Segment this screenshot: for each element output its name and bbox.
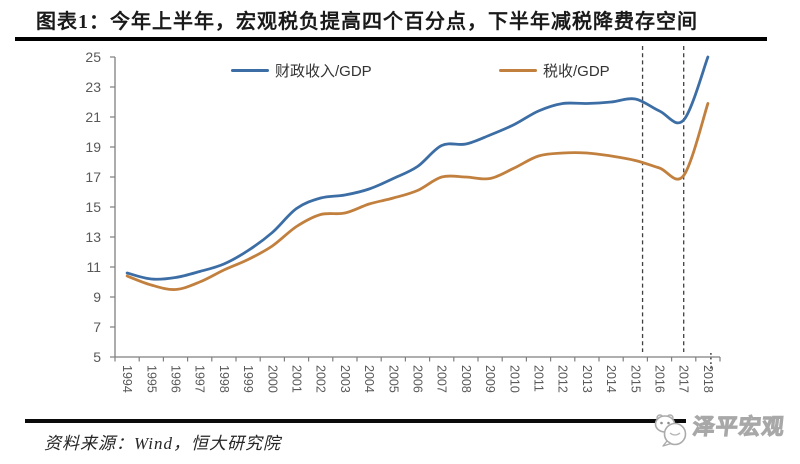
y-tick-label: 11 (86, 259, 101, 275)
zeping-macro-logo-icon (654, 414, 687, 447)
tax-gdp-line (125, 102, 710, 291)
x-tick-label: 2012 (556, 365, 570, 393)
x-tick-label: 2011 (532, 365, 546, 392)
x-tick-label: 2009 (483, 365, 497, 393)
y-tick-label: 7 (93, 319, 101, 335)
x-tick-label: 2006 (411, 365, 425, 393)
x-tick-label: 2013 (580, 365, 594, 393)
page-title: 图表1：今年上半年，宏观税负提高四个百分点，下半年减税降费存空间 (36, 11, 698, 33)
legend-label-tax: 税收/GDP (543, 63, 610, 80)
x-tick-label: 2003 (338, 365, 352, 393)
y-tick-label: 17 (85, 169, 101, 185)
x-tick-label: 1996 (169, 365, 183, 393)
y-tick-label: 13 (85, 229, 101, 245)
x-tick-label: 2008 (459, 365, 473, 393)
x-tick-label: 2000 (265, 365, 279, 393)
x-tick-label: 1998 (217, 365, 231, 393)
y-tick-label: 5 (93, 349, 101, 365)
y-tick-label: 9 (93, 289, 101, 305)
x-tick-label: 2007 (435, 365, 449, 393)
x-tick-label: 1994 (120, 365, 134, 393)
x-tick-label: 1995 (144, 365, 158, 393)
x-tick-label: 2014 (604, 365, 618, 393)
x-tick-label: 2016 (653, 365, 667, 393)
legend-swatch-fiscal-revenue (231, 68, 269, 73)
y-tick-label: 23 (85, 79, 101, 95)
x-tick-label: 2018 (701, 365, 715, 393)
line-chart: 25 23 21 19 17 15 13 11 9 7 5 1994 1995 1996 1997 1998 1… (85, 46, 721, 393)
y-tick-label: 21 (85, 109, 101, 125)
x-tick-label: 2001 (290, 365, 304, 393)
x-tick-label: 2002 (314, 365, 328, 393)
legend-label-fiscal-revenue: 财政收入/GDP (275, 63, 372, 80)
legend-item-tax: 税收/GDP (499, 60, 610, 81)
watermark: 泽平宏观 (650, 405, 800, 457)
x-tick-label: 2010 (507, 365, 521, 393)
x-tick-label: 1999 (241, 365, 255, 393)
x-tick-label: 2004 (362, 365, 376, 393)
legend-swatch-tax (499, 68, 537, 73)
y-tick-label: 25 (85, 49, 101, 65)
fiscal-revenue-gdp-line (125, 55, 710, 281)
x-tick-label: 2005 (386, 365, 400, 393)
watermark-text: 泽平宏观 (691, 414, 787, 440)
bottom-rule (25, 419, 686, 423)
legend-item-fiscal-revenue: 财政收入/GDP (231, 60, 372, 81)
x-tick-label: 2017 (677, 365, 691, 393)
title-underline (15, 37, 767, 41)
y-tick-label: 15 (85, 199, 101, 215)
y-tick-label: 19 (85, 139, 101, 155)
x-tick-label: 2015 (628, 365, 642, 393)
source-note: 资料来源：Wind，恒大研究院 (44, 434, 281, 453)
x-tick-label: 1997 (193, 365, 207, 393)
